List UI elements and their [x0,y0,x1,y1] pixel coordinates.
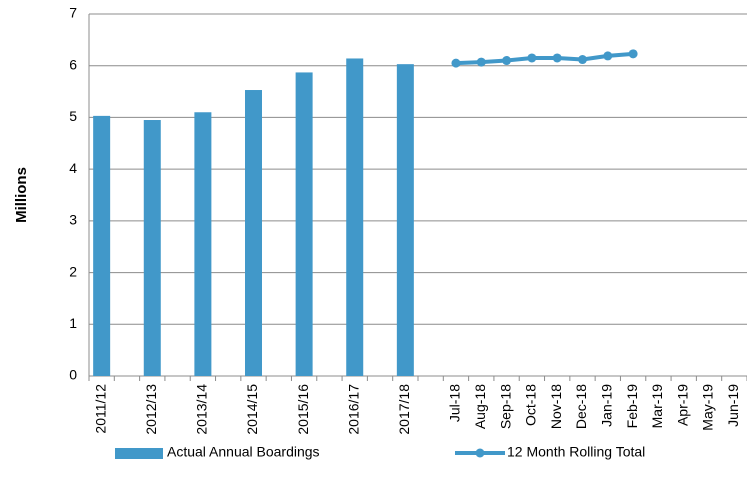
y-tick-label: 6 [69,56,77,72]
bar [143,120,161,376]
bar [346,58,364,377]
x-tick-label: 2017/18 [396,384,412,435]
x-tick-label: Aug-18 [472,384,488,429]
bar [396,64,414,377]
y-tick-label: 7 [69,5,77,21]
x-tick-label: Mar-19 [649,384,665,429]
marker [527,53,537,63]
marker [578,55,587,65]
marker [552,53,562,63]
marker [451,58,461,68]
legend-marker [475,448,485,458]
x-tick-label: 2011/12 [92,384,108,434]
legend-label: 12 Month Rolling Total [507,444,645,460]
bar [295,72,313,377]
legend-swatch [115,448,163,459]
marker [476,57,486,67]
x-tick-label: Sep-18 [497,384,513,429]
legend-label: Actual Annual Boardings [167,444,320,460]
x-tick-label: Apr-19 [674,384,690,426]
x-tick-label: Dec-18 [573,384,589,429]
x-tick-label: Nov-18 [548,384,564,429]
y-tick-label: 0 [69,367,77,383]
y-tick-label: 1 [69,315,77,331]
x-tick-label: Jan-19 [599,384,615,427]
x-tick-label: Jun-19 [725,384,741,427]
x-tick-label: 2016/17 [345,384,361,435]
y-tick-label: 3 [69,212,77,228]
x-tick-label: 2013/14 [194,384,210,435]
y-tick-label: 2 [69,263,77,279]
x-tick-label: Oct-18 [523,384,539,426]
bar [194,112,212,376]
marker [628,49,638,59]
y-tick-label: 4 [69,160,77,176]
x-tick-label: 2012/13 [143,384,159,435]
bar [245,90,262,377]
bar [93,115,111,377]
x-tick-label: 2014/15 [244,384,260,435]
marker [502,56,512,66]
x-tick-label: Jul-18 [447,384,463,422]
y-axis-label: Millions [13,167,30,223]
x-tick-label: May-19 [700,384,716,431]
x-tick-label: 2015/16 [295,384,311,435]
x-tick-label: Feb-19 [624,384,640,429]
marker [603,51,613,61]
y-tick-label: 5 [69,108,77,124]
